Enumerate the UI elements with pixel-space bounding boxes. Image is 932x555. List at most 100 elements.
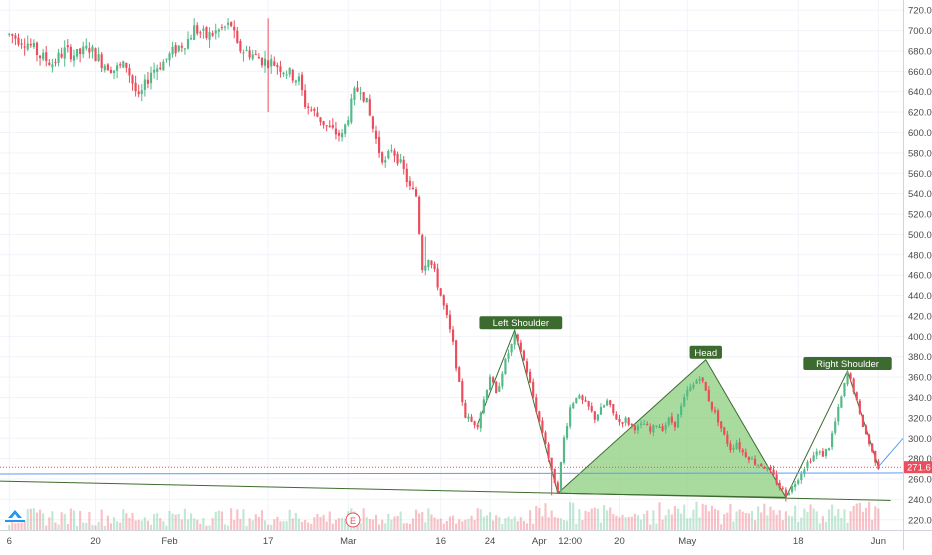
- volume-bar: [301, 522, 303, 530]
- y-tick-label: 360.0: [908, 373, 932, 384]
- pattern-label: Head: [694, 348, 717, 359]
- volume-bar: [825, 522, 827, 530]
- volume-bar: [723, 514, 725, 530]
- candle-body: [242, 52, 244, 53]
- candle-body: [723, 427, 725, 434]
- volume-bar: [178, 514, 180, 530]
- volume-bar: [871, 520, 873, 530]
- candle-body: [828, 448, 830, 450]
- volume-bar: [763, 504, 765, 530]
- volume-bar: [245, 526, 247, 530]
- candle-body: [791, 486, 793, 492]
- candle-body: [33, 43, 35, 47]
- volume-bar: [748, 513, 750, 530]
- candle-body: [850, 374, 852, 379]
- volume-bar: [652, 510, 654, 530]
- candle-body: [378, 137, 380, 153]
- candle-body: [859, 401, 861, 414]
- candle-body: [239, 41, 241, 51]
- volume-bar: [742, 512, 744, 530]
- volume-bar: [418, 513, 420, 530]
- candle-body: [464, 403, 466, 418]
- candle-body: [190, 38, 192, 40]
- volume-bar: [581, 520, 583, 530]
- x-tick-label: 12:00: [558, 536, 582, 547]
- volume-bar: [584, 511, 586, 530]
- volume-bar: [390, 520, 392, 530]
- candle-body: [172, 47, 174, 55]
- candle-body: [276, 65, 278, 67]
- candle-body: [313, 109, 315, 111]
- candle-body: [227, 23, 229, 25]
- candle-body: [640, 424, 642, 426]
- y-axis: 220.0240.0260.0280.0300.0320.0340.0360.0…: [904, 0, 932, 550]
- volume-bar: [859, 503, 861, 530]
- candle-body: [135, 83, 137, 91]
- candle-body: [292, 70, 294, 81]
- volume-bar: [366, 517, 368, 530]
- x-tick-label: 6: [7, 536, 12, 547]
- candle-body: [168, 53, 170, 60]
- volume-bar: [82, 523, 84, 530]
- volume-bar: [665, 515, 667, 530]
- candle-body: [27, 44, 29, 50]
- x-tick-label: 24: [485, 536, 496, 547]
- candle-body: [588, 401, 590, 407]
- candle-body: [94, 48, 96, 61]
- volume-bar: [73, 511, 75, 530]
- volume-bar: [560, 518, 562, 530]
- volume-bar: [535, 506, 537, 530]
- volume-bar: [156, 513, 158, 530]
- candle-body: [258, 57, 260, 59]
- candle-body: [566, 426, 568, 438]
- candle-body: [88, 48, 90, 52]
- candle-body: [646, 424, 648, 425]
- candle-body: [766, 467, 768, 470]
- candle-body: [717, 411, 719, 423]
- candle-body: [332, 125, 334, 128]
- candle-body: [606, 401, 608, 406]
- candles: [8, 18, 879, 501]
- candle-body: [535, 397, 537, 411]
- candle-body: [215, 30, 217, 33]
- volume-bar: [532, 524, 534, 530]
- y-tick-label: 640.0: [908, 87, 932, 98]
- volume-bar: [643, 514, 645, 530]
- candle-body: [245, 50, 247, 51]
- volume-bar: [54, 523, 56, 530]
- candle-body: [181, 46, 183, 48]
- volume-bar: [443, 524, 445, 530]
- candle-body: [45, 52, 47, 61]
- volume-bar: [458, 519, 460, 530]
- candle-body: [511, 344, 513, 352]
- earnings-event-icon[interactable]: E: [346, 513, 360, 527]
- candle-body: [390, 150, 392, 151]
- candle-body: [344, 124, 346, 133]
- volume-bar: [282, 521, 284, 530]
- y-tick-label: 560.0: [908, 169, 932, 180]
- svg-text:E: E: [350, 516, 356, 526]
- candle-body: [529, 372, 531, 383]
- volume-bar: [236, 509, 238, 530]
- candle-body: [498, 386, 500, 392]
- candle-body: [739, 442, 741, 449]
- candle-body: [806, 462, 808, 468]
- volume-bar: [76, 526, 78, 530]
- candle-body: [279, 66, 281, 71]
- volume-bar: [529, 510, 531, 530]
- candle-body: [304, 90, 306, 107]
- candle-body: [603, 405, 605, 407]
- volume-bar: [557, 518, 559, 530]
- candle-body: [20, 44, 22, 45]
- volume-bar: [544, 503, 546, 530]
- candle-body: [495, 382, 497, 393]
- candle-body: [424, 266, 426, 271]
- volume-bar: [332, 524, 334, 530]
- volume-bar: [720, 524, 722, 530]
- candle-body: [249, 50, 251, 57]
- trend-lines: [0, 330, 903, 500]
- volume-bar: [119, 523, 121, 530]
- volume-bar: [181, 520, 183, 530]
